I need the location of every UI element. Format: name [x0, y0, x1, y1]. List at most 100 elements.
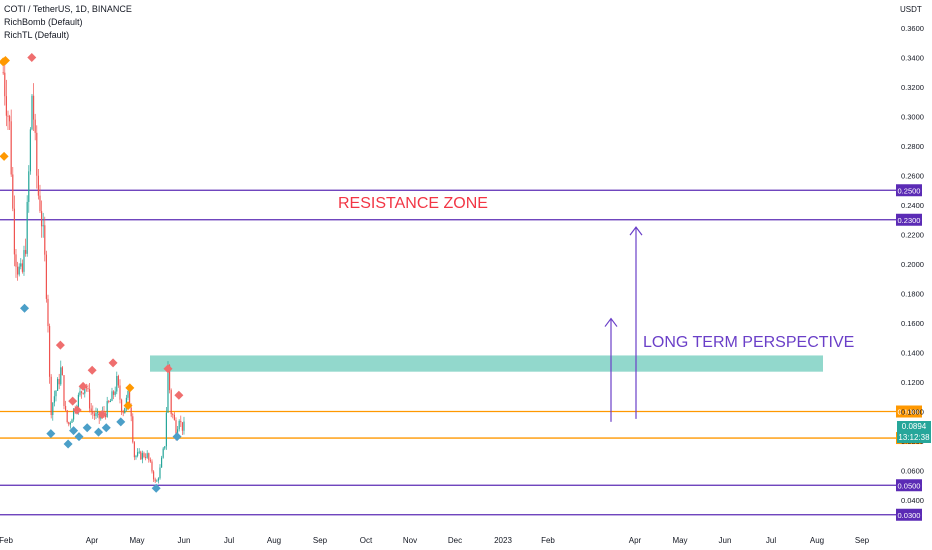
y-tick-label: 0.1600: [901, 319, 924, 328]
signal-marker-buy: [74, 432, 84, 442]
candle-body: [109, 400, 111, 403]
candle-body: [120, 399, 123, 413]
candle-body: [112, 391, 115, 395]
x-tick-label: Sep: [313, 536, 328, 545]
signal-marker-sell: [108, 358, 118, 368]
x-tick-label: Feb: [0, 536, 13, 545]
x-tick-label: Apr: [629, 536, 642, 545]
candle-body: [60, 367, 62, 385]
x-tick-label: Aug: [267, 536, 281, 545]
candle-body: [5, 96, 7, 116]
signal-marker-buy: [20, 303, 30, 313]
candle-body: [87, 388, 89, 390]
candle-body: [159, 467, 161, 479]
signal-marker-buy: [94, 427, 104, 437]
candle-body: [8, 116, 11, 122]
signal-marker-buy: [46, 429, 56, 439]
candle-body: [138, 451, 140, 453]
x-tick-label: Sep: [855, 536, 870, 545]
candle-body: [170, 390, 172, 415]
candle-body: [132, 416, 134, 443]
x-tick-label: Jun: [719, 536, 732, 545]
candle-body: [88, 389, 91, 409]
y-tick-label: 0.1000: [901, 408, 924, 417]
current-price-value: 0.0894: [901, 422, 927, 431]
signal-marker-sell: [163, 364, 173, 374]
level-price-label: 0.2300: [898, 216, 921, 225]
candle-body: [36, 132, 38, 176]
candle-body: [140, 451, 142, 460]
signal-marker-sell: [97, 409, 107, 419]
signal-marker-sell: [123, 401, 133, 411]
level-price-tag: [896, 184, 922, 197]
signal-marker-sell: [55, 340, 65, 350]
candle-body: [106, 401, 108, 417]
candle-body: [162, 448, 164, 458]
candle-body: [82, 392, 84, 394]
indicator-richbomb[interactable]: RichBomb (Default): [4, 17, 83, 27]
signal-marker-buy: [63, 439, 73, 449]
signal-marker-buy: [151, 483, 161, 493]
price-axis[interactable]: 0.25000.23000.10000.08200.05000.03000.36…: [896, 24, 924, 521]
candle-body: [172, 414, 174, 416]
y-tick-label: 0.2000: [901, 260, 924, 269]
x-tick-label: Oct: [360, 536, 373, 545]
y-tick-label: 0.2200: [901, 231, 924, 240]
y-tick-label: 0.3200: [901, 83, 924, 92]
arrows-layer: [604, 226, 643, 422]
signal-marker-sell: [174, 390, 184, 400]
chart-legend: COTI / TetherUS, 1D, BINANCE RichBomb (D…: [4, 3, 132, 42]
signal-marker-buy: [0, 151, 9, 161]
candle-body: [167, 365, 169, 413]
level-price-tag: [896, 479, 922, 492]
candle-body: [13, 208, 15, 255]
candle-body: [48, 326, 51, 377]
x-tick-label: Aug: [810, 536, 824, 545]
x-tick-label: May: [672, 536, 687, 545]
candle-body: [2, 72, 4, 74]
candle-body: [124, 407, 126, 414]
time-axis[interactable]: Feb Apr May Jun Jul Aug Sep Oct Nov Dec 2023 Feb Apr…: [0, 536, 870, 545]
candle-body: [34, 119, 36, 133]
indicator-richtl[interactable]: RichTL (Default): [4, 30, 70, 40]
candle-body: [165, 412, 167, 447]
x-tick-label: Nov: [403, 536, 417, 545]
signal-marker-sell: [0, 55, 10, 65]
x-tick-label: Feb: [541, 536, 555, 545]
candle-body: [58, 379, 60, 385]
level-price-label: 0.1000: [898, 408, 921, 417]
x-tick-label: Jul: [224, 536, 234, 545]
candle-body: [108, 401, 110, 403]
y-tick-label: 0.3400: [901, 54, 924, 63]
candle-body: [16, 266, 19, 275]
candle-body: [127, 391, 129, 398]
candle-body: [144, 456, 147, 458]
candle-body: [183, 421, 185, 431]
signal-marker-buy: [172, 432, 182, 442]
resistance-zone-label: RESISTANCE ZONE: [338, 195, 488, 212]
candle-body: [119, 385, 121, 400]
level-price-label: 0.0300: [898, 511, 921, 520]
candle-body: [44, 225, 46, 255]
candle-body: [47, 298, 49, 327]
candle-body: [151, 461, 153, 472]
x-tick-label: 2023: [494, 536, 512, 545]
candle-body: [180, 420, 182, 423]
candle-body: [4, 72, 6, 97]
candle-body: [79, 391, 81, 395]
long-term-perspective-label: LONG TERM PERSPECTIVE: [643, 334, 854, 351]
candle-body: [68, 422, 70, 425]
candle-body: [111, 391, 113, 401]
signal-marker-sell: [27, 53, 37, 62]
x-tick-label: Apr: [86, 536, 99, 545]
current-price-badge: 0.0894 13:12:38: [897, 421, 931, 443]
candle-body: [181, 422, 183, 431]
candle-body: [15, 254, 17, 267]
symbol-title[interactable]: COTI / TetherUS, 1D, BINANCE: [4, 4, 132, 14]
candle-body: [56, 379, 59, 391]
candle-body: [92, 411, 94, 414]
candles-layer: [2, 61, 185, 484]
candle-body: [143, 453, 145, 457]
candle-body: [53, 396, 55, 403]
